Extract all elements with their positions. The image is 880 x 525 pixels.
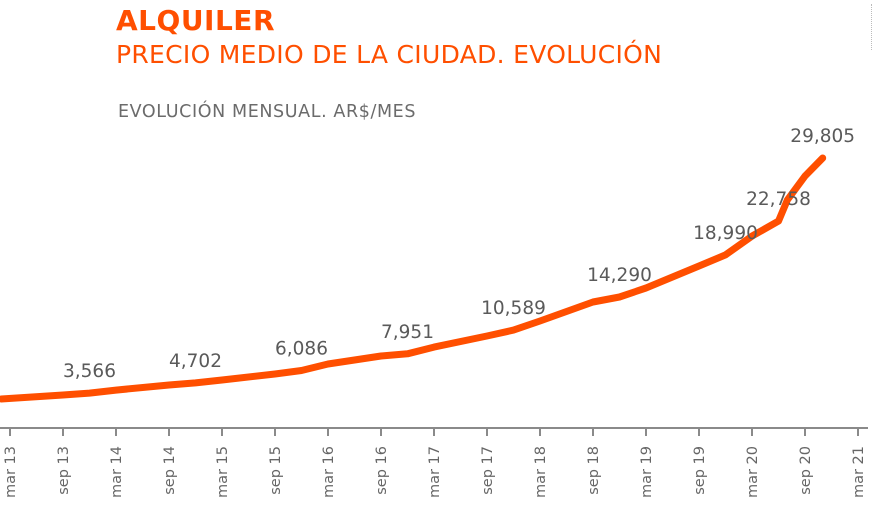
x-tick-label: mar 17 bbox=[427, 446, 443, 498]
x-tick-label: sep 20 bbox=[798, 446, 814, 495]
data-label: 18,990 bbox=[693, 223, 758, 244]
x-tick-label: mar 19 bbox=[639, 446, 655, 498]
x-tick-label: sep 15 bbox=[268, 446, 284, 495]
x-tick-label: sep 19 bbox=[692, 446, 708, 495]
x-tick-label: mar 13 bbox=[3, 446, 19, 498]
x-tick-label: sep 14 bbox=[162, 446, 178, 495]
unit-label: EVOLUCIÓN MENSUAL. AR$/MES bbox=[118, 102, 417, 122]
chart-subtitle: PRECIO MEDIO DE LA CIUDAD. EVOLUCIÓN bbox=[116, 40, 663, 69]
x-tick-label: sep 17 bbox=[480, 446, 496, 495]
x-tick-label: mar 20 bbox=[745, 446, 761, 498]
x-tick-label: sep 13 bbox=[56, 446, 72, 495]
data-label: 3,566 bbox=[63, 361, 116, 382]
data-label: 29,805 bbox=[790, 126, 855, 147]
x-tick-label: sep 16 bbox=[374, 446, 390, 495]
data-label: 22,758 bbox=[746, 189, 811, 210]
data-label: 4,702 bbox=[169, 351, 222, 372]
data-label: 6,086 bbox=[275, 338, 328, 359]
decorative-divider bbox=[871, 4, 872, 50]
data-label: 7,951 bbox=[381, 322, 434, 343]
data-label: 14,290 bbox=[587, 265, 652, 286]
x-tick-label: mar 16 bbox=[321, 446, 337, 498]
x-tick-label: sep 18 bbox=[586, 446, 602, 495]
chart-title: ALQUILER bbox=[116, 4, 275, 37]
x-tick-label: mar 21 bbox=[851, 446, 867, 498]
series-line bbox=[0, 154, 827, 403]
x-tick-label: mar 14 bbox=[109, 446, 125, 498]
x-tick-label: mar 18 bbox=[533, 446, 549, 498]
data-label: 10,589 bbox=[481, 298, 546, 319]
x-tick-label: mar 15 bbox=[215, 446, 231, 498]
